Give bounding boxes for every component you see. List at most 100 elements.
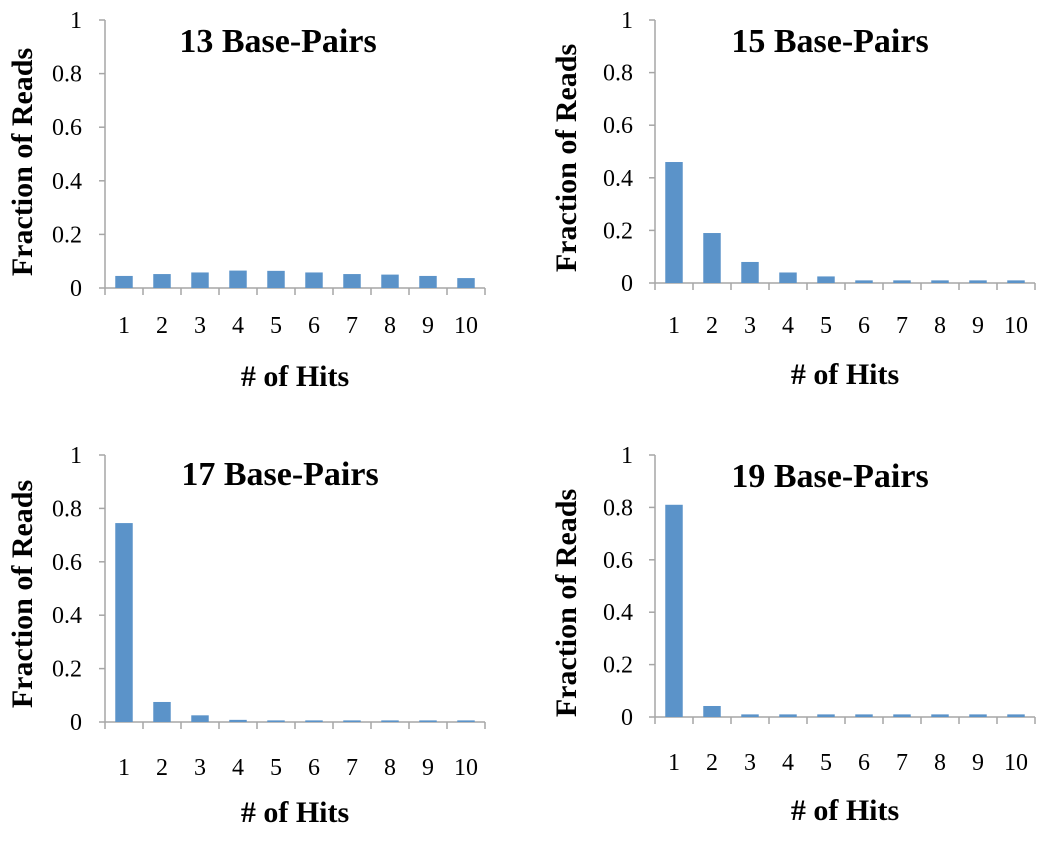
x-tick-label: 6 <box>308 313 320 339</box>
bar-1 <box>115 275 133 288</box>
bar-3 <box>741 714 759 717</box>
x-tick-label: 8 <box>934 313 946 339</box>
x-tick-label: 7 <box>896 750 908 776</box>
x-tick-label: 8 <box>934 750 946 776</box>
x-tick-label: 7 <box>346 755 358 781</box>
chart-title: 13 Base-Pairs <box>179 23 376 60</box>
bar-6 <box>305 720 323 722</box>
bar-10 <box>1007 714 1025 717</box>
x-axis-title: # of Hits <box>241 360 349 393</box>
y-tick-label: 0.8 <box>52 62 82 88</box>
bar-4 <box>229 719 247 722</box>
x-tick-label: 6 <box>858 750 870 776</box>
bar-8 <box>381 720 399 722</box>
bar-2 <box>703 233 721 283</box>
bar-2 <box>703 705 721 717</box>
bar-7 <box>893 280 911 283</box>
x-tick-label: 5 <box>820 313 832 339</box>
y-axis-title: Fraction of Reads <box>550 489 583 717</box>
bar-1 <box>665 162 683 283</box>
x-axis-title: # of Hits <box>791 358 899 391</box>
y-tick-label: 0 <box>621 705 633 731</box>
y-tick-label: 0 <box>70 276 82 302</box>
x-tick-label: 9 <box>422 313 434 339</box>
x-tick-label: 2 <box>156 313 168 339</box>
x-tick-label: 1 <box>668 750 680 776</box>
bar-5 <box>267 270 285 288</box>
x-tick-label: 3 <box>194 313 206 339</box>
bar-5 <box>817 276 835 283</box>
bar-4 <box>229 270 247 288</box>
y-tick-label: 0.4 <box>52 169 82 195</box>
bar-8 <box>931 714 949 717</box>
x-tick-label: 8 <box>384 313 396 339</box>
y-axis-title: Fraction of Reads <box>6 48 39 276</box>
x-tick-label: 2 <box>706 750 718 776</box>
bar-7 <box>343 720 361 722</box>
x-tick-label: 4 <box>782 313 794 339</box>
chart-title: 15 Base-Pairs <box>731 23 928 60</box>
x-tick-label: 4 <box>782 750 794 776</box>
bar-10 <box>1007 280 1025 283</box>
y-tick-label: 0.8 <box>603 495 633 521</box>
bar-10 <box>457 278 475 288</box>
y-tick-label: 0.6 <box>52 550 82 576</box>
x-tick-label: 10 <box>1004 750 1028 776</box>
y-tick-label: 1 <box>70 8 82 34</box>
y-tick-label: 0.2 <box>603 653 633 679</box>
bar-9 <box>419 720 437 722</box>
bar-1 <box>665 504 683 717</box>
x-axis-title: # of Hits <box>241 796 349 829</box>
x-axis-title: # of Hits <box>791 794 899 827</box>
y-tick-label: 0.6 <box>52 115 82 141</box>
bar-3 <box>191 715 209 722</box>
bar-5 <box>267 720 285 722</box>
bar-10 <box>457 720 475 722</box>
bar-9 <box>969 714 987 717</box>
x-tick-label: 10 <box>1004 313 1028 339</box>
bar-5 <box>817 714 835 717</box>
x-tick-label: 5 <box>270 313 282 339</box>
bar-6 <box>305 272 323 288</box>
y-tick-label: 0.8 <box>603 61 633 87</box>
y-tick-label: 0.4 <box>603 600 633 626</box>
bar-9 <box>419 275 437 288</box>
bar-4 <box>779 272 797 283</box>
y-axis-title: Fraction of Reads <box>550 44 583 272</box>
y-tick-label: 0 <box>621 271 633 297</box>
bar-4 <box>779 714 797 717</box>
x-tick-label: 3 <box>744 750 756 776</box>
bar-2 <box>153 701 171 722</box>
chart-title: 17 Base-Pairs <box>181 456 378 493</box>
x-tick-label: 5 <box>820 750 832 776</box>
bar-6 <box>855 280 873 283</box>
x-tick-label: 10 <box>454 755 478 781</box>
bar-7 <box>343 274 361 288</box>
x-tick-label: 8 <box>384 755 396 781</box>
y-tick-label: 1 <box>70 443 82 469</box>
y-tick-label: 0.4 <box>603 166 633 192</box>
x-tick-label: 5 <box>270 755 282 781</box>
x-tick-label: 9 <box>422 755 434 781</box>
x-tick-label: 3 <box>194 755 206 781</box>
bar-9 <box>969 280 987 283</box>
x-tick-label: 1 <box>118 313 130 339</box>
y-tick-label: 0.6 <box>603 548 633 574</box>
y-tick-label: 0.4 <box>52 603 82 629</box>
y-tick-label: 1 <box>621 443 633 469</box>
bar-2 <box>153 274 171 288</box>
y-tick-label: 0.6 <box>603 113 633 139</box>
x-tick-label: 1 <box>668 313 680 339</box>
y-tick-label: 0.2 <box>603 218 633 244</box>
y-tick-label: 0 <box>70 710 82 736</box>
chart-title: 19 Base-Pairs <box>731 458 928 495</box>
x-tick-label: 9 <box>972 750 984 776</box>
x-tick-label: 4 <box>232 313 244 339</box>
x-tick-label: 2 <box>706 313 718 339</box>
bar-3 <box>191 272 209 288</box>
x-tick-label: 4 <box>232 755 244 781</box>
y-tick-label: 0.8 <box>52 496 82 522</box>
